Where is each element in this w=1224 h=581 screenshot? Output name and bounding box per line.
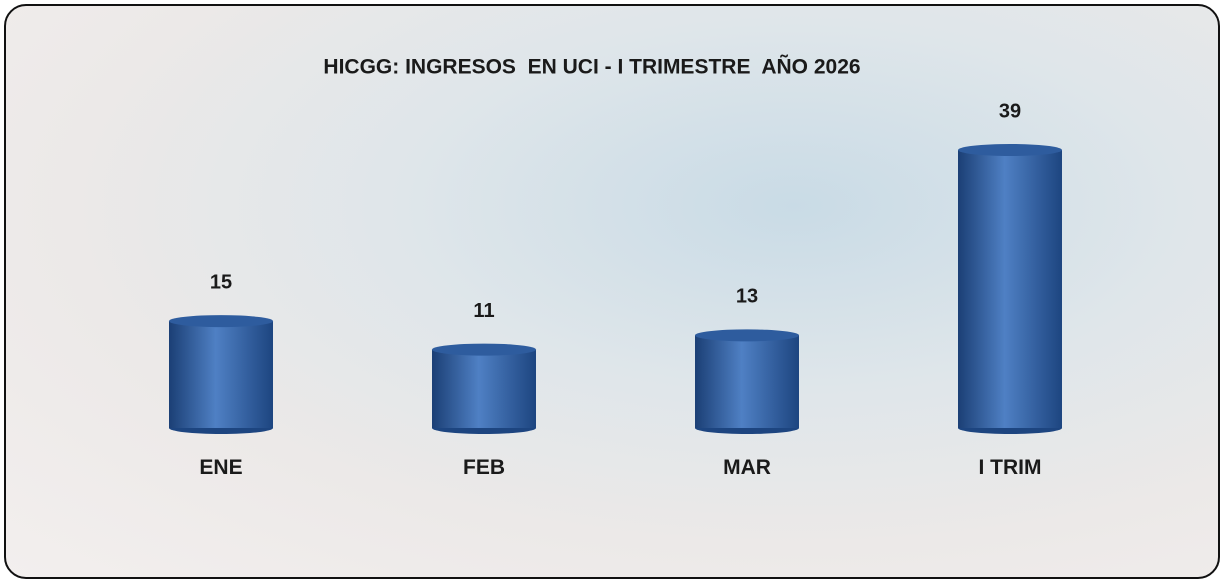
bar-cap <box>432 344 536 356</box>
value-label: 13 <box>736 286 758 308</box>
x-tick-label: MAR <box>712 453 782 483</box>
bar <box>432 350 536 428</box>
x-tick-label: ENE <box>186 453 256 483</box>
bar <box>695 335 799 428</box>
bar-cap <box>695 329 799 341</box>
value-label: 39 <box>999 100 1021 122</box>
bar <box>958 150 1062 428</box>
chart: HICGG: INGRESOS EN UCI - I TRIMESTRE AÑO… <box>6 6 1218 577</box>
bar <box>169 321 273 428</box>
bar-cap <box>169 315 273 327</box>
value-label: 11 <box>473 300 494 322</box>
chart-frame: HICGG: INGRESOS EN UCI - I TRIMESTRE AÑO… <box>4 4 1220 579</box>
chart-title: HICGG: INGRESOS EN UCI - I TRIMESTRE AÑO… <box>323 56 860 79</box>
x-tick-label: FEB <box>449 453 519 483</box>
value-label: 15 <box>210 271 232 293</box>
bar-cap <box>958 144 1062 156</box>
x-tick-label: I TRIM <box>975 453 1045 483</box>
